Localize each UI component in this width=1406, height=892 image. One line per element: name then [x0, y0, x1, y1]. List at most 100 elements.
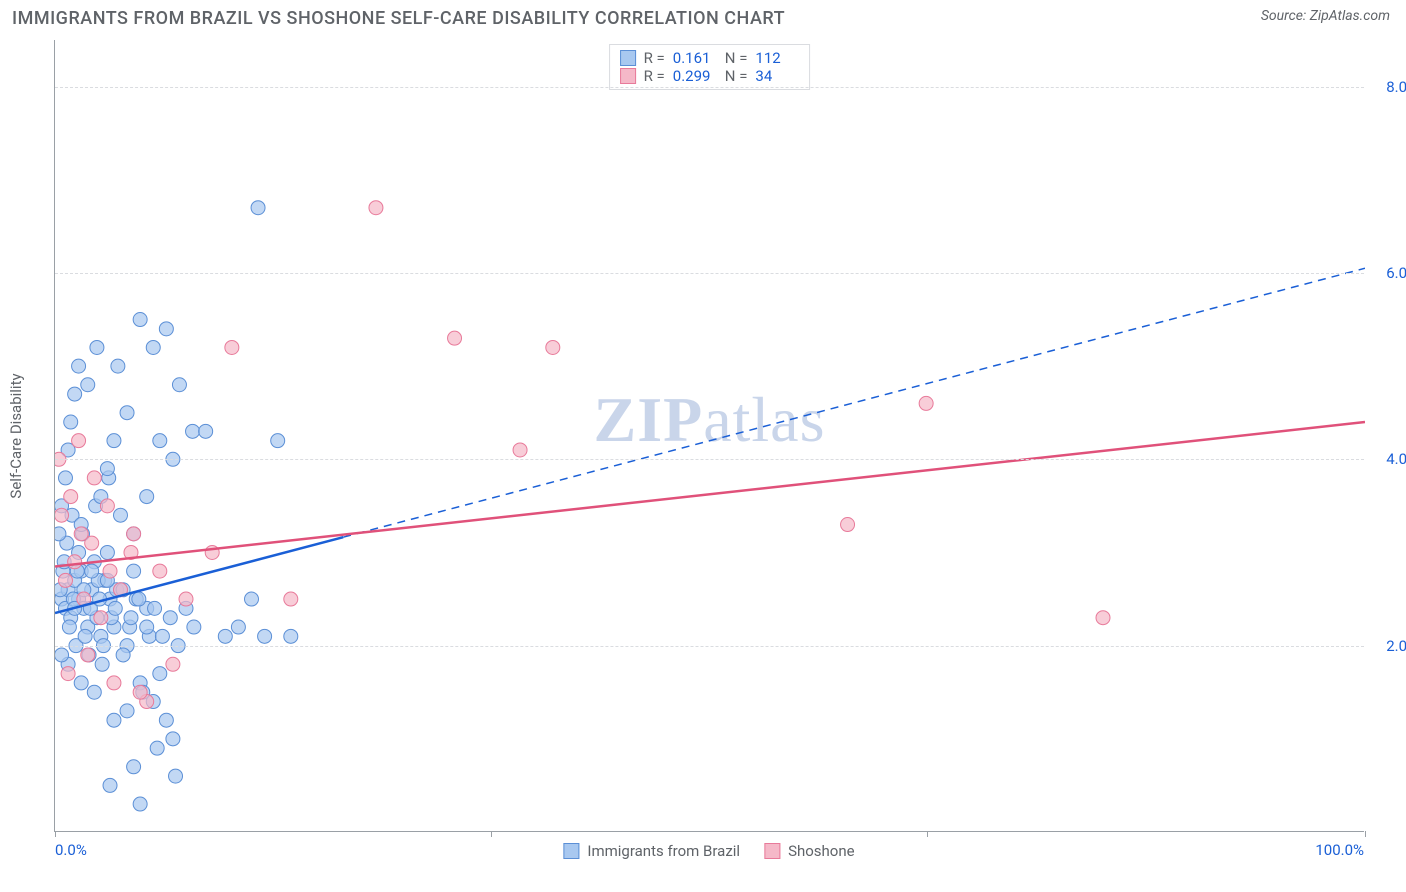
- data-point: [163, 611, 177, 625]
- data-point: [127, 760, 141, 774]
- legend: Immigrants from Brazil Shoshone: [563, 842, 854, 860]
- data-point: [218, 629, 232, 643]
- stats-row: R = 0.161 N = 112: [620, 49, 800, 67]
- stat-value-n: 112: [755, 49, 799, 67]
- data-point: [140, 620, 154, 634]
- x-tick: [927, 831, 928, 837]
- chart-title: IMMIGRANTS FROM BRAZIL VS SHOSHONE SELF-…: [12, 8, 785, 29]
- data-point: [107, 713, 121, 727]
- data-point: [62, 620, 76, 634]
- data-point: [120, 704, 134, 718]
- y-tick-label: 2.0%: [1370, 637, 1406, 655]
- data-point: [103, 778, 117, 792]
- legend-label: Immigrants from Brazil: [587, 842, 740, 860]
- data-point: [64, 490, 78, 504]
- data-point: [448, 331, 462, 345]
- data-point: [133, 313, 147, 327]
- legend-swatch: [620, 68, 636, 84]
- regression-line-dashed: [343, 268, 1365, 537]
- legend-swatch: [620, 50, 636, 66]
- data-point: [58, 573, 72, 587]
- data-point: [124, 611, 138, 625]
- data-point: [78, 629, 92, 643]
- gridline: [55, 459, 1364, 460]
- data-point: [153, 564, 167, 578]
- data-point: [61, 667, 75, 681]
- data-point: [172, 378, 186, 392]
- stat-label-n: N =: [725, 67, 748, 85]
- x-tick-label: 0.0%: [55, 841, 87, 859]
- data-point: [146, 340, 160, 354]
- scatter-plot-svg: [55, 40, 1365, 832]
- data-point: [369, 201, 383, 215]
- stat-label-n: N =: [725, 49, 748, 67]
- data-point: [919, 396, 933, 410]
- data-point: [107, 676, 121, 690]
- y-tick-label: 6.0%: [1370, 264, 1406, 282]
- stat-label-r: R =: [644, 49, 665, 67]
- data-point: [133, 797, 147, 811]
- data-point: [55, 648, 69, 662]
- data-point: [186, 424, 200, 438]
- data-point: [159, 322, 173, 336]
- y-tick-label: 8.0%: [1370, 78, 1406, 96]
- data-point: [100, 545, 114, 559]
- data-point: [169, 769, 183, 783]
- x-tick: [491, 831, 492, 837]
- data-point: [284, 592, 298, 606]
- data-point: [55, 527, 66, 541]
- legend-swatch: [563, 843, 579, 859]
- data-point: [107, 434, 121, 448]
- chart-container: Self-Care Disability ZIPatlas R =0.161N …: [54, 40, 1364, 832]
- stat-value-r: 0.161: [673, 49, 717, 67]
- data-point: [103, 564, 117, 578]
- data-point: [127, 527, 141, 541]
- data-point: [284, 629, 298, 643]
- data-point: [111, 359, 125, 373]
- legend-swatch: [764, 843, 780, 859]
- stats-box: R = 0.161 N = 112 R = 0.299 N = 34: [609, 44, 811, 90]
- data-point: [258, 629, 272, 643]
- data-point: [155, 629, 169, 643]
- data-point: [231, 620, 245, 634]
- data-point: [546, 340, 560, 354]
- data-point: [68, 387, 82, 401]
- stat-label-r: R =: [644, 67, 665, 85]
- data-point: [133, 685, 147, 699]
- data-point: [1096, 611, 1110, 625]
- data-point: [166, 732, 180, 746]
- y-tick-label: 4.0%: [1370, 450, 1406, 468]
- data-point: [100, 499, 114, 513]
- data-point: [271, 434, 285, 448]
- stat-value-r: 0.299: [673, 67, 717, 85]
- data-point: [94, 611, 108, 625]
- data-point: [140, 490, 154, 504]
- x-tick-label: 100.0%: [1315, 841, 1364, 859]
- plot-area: ZIPatlas R =0.161N =112R =0.299N =34 2.0…: [54, 40, 1364, 832]
- data-point: [72, 434, 86, 448]
- data-point: [85, 564, 99, 578]
- data-point: [64, 415, 78, 429]
- data-point: [166, 657, 180, 671]
- source-attribution: Source: ZipAtlas.com: [1261, 8, 1390, 24]
- stat-value-n: 34: [755, 67, 799, 85]
- data-point: [150, 741, 164, 755]
- data-point: [87, 685, 101, 699]
- data-point: [108, 601, 122, 615]
- data-point: [251, 201, 265, 215]
- data-point: [148, 601, 162, 615]
- data-point: [55, 508, 69, 522]
- data-point: [87, 471, 101, 485]
- data-point: [132, 592, 146, 606]
- data-point: [245, 592, 259, 606]
- data-point: [127, 564, 141, 578]
- gridline: [55, 646, 1364, 647]
- data-point: [116, 648, 130, 662]
- data-point: [179, 592, 193, 606]
- data-point: [81, 378, 95, 392]
- legend-item: Shoshone: [764, 842, 855, 860]
- data-point: [114, 508, 128, 522]
- data-point: [74, 676, 88, 690]
- data-point: [68, 555, 82, 569]
- gridline: [55, 273, 1364, 274]
